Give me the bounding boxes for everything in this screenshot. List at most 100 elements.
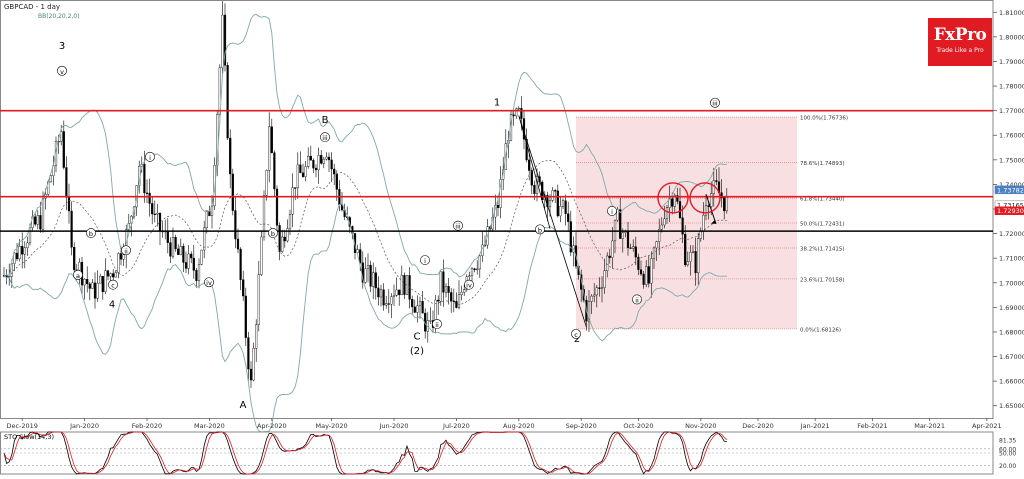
forecast-arrow: [705, 194, 717, 224]
candle-body: [673, 195, 676, 207]
candle-body: [39, 215, 42, 230]
price-highlight-label: 1.72930: [997, 207, 1024, 215]
candle-body: [439, 271, 442, 302]
candle-body: [528, 159, 531, 171]
candle-body: [616, 209, 619, 221]
candle-body: [413, 306, 416, 313]
candle-body: [153, 213, 156, 215]
candle-body: [444, 285, 448, 293]
candle-body: [281, 236, 284, 252]
wave-label: b: [89, 230, 93, 238]
candle-body: [704, 205, 708, 216]
candle-body: [395, 289, 398, 296]
candle-body: [67, 197, 71, 212]
wave-label: iv: [206, 279, 212, 287]
candle-body: [70, 210, 73, 248]
wave-label: ii: [635, 296, 639, 304]
candle-body: [533, 184, 536, 194]
candle-body: [314, 167, 318, 171]
logo-brand: FxPro: [933, 25, 987, 45]
candle-body: [512, 114, 515, 117]
fib-level-label: 23.6%(1.70158): [800, 277, 845, 283]
candle-body: [145, 192, 149, 194]
candle-body: [476, 268, 479, 271]
candle-body: [637, 256, 640, 270]
candle-body: [686, 261, 689, 266]
candle-body: [151, 203, 154, 215]
candle-body: [169, 242, 172, 257]
candle-body: [366, 264, 370, 269]
candle-body: [658, 228, 661, 242]
candle-body: [372, 272, 375, 287]
candle-body: [702, 214, 705, 232]
candle-body: [286, 228, 289, 242]
wave-label: b: [538, 226, 542, 234]
wave-label: ii: [124, 247, 128, 255]
y-axis-tick-label: 1.77000: [999, 107, 1024, 115]
candle-body: [270, 126, 273, 153]
candle-body: [642, 273, 645, 285]
wave-label: i: [424, 257, 426, 265]
candle-body: [231, 173, 234, 211]
candle-body: [364, 268, 367, 283]
resistance-test-circle: [689, 182, 721, 214]
stochastic-d-line: [3, 431, 728, 475]
candle-body: [447, 285, 450, 293]
candle-body: [119, 253, 123, 260]
candle-body: [634, 246, 637, 258]
forecast-arrowhead: [711, 219, 716, 224]
candle-body: [515, 108, 518, 117]
x-axis-tick-label: Mar-2020: [194, 422, 225, 430]
wave-label-circle: [57, 65, 67, 76]
y-axis-tick-label: 1.75000: [999, 156, 1024, 164]
wave-label: B: [322, 115, 329, 126]
candle-body: [278, 225, 281, 252]
candle-body: [166, 230, 169, 243]
candle-body: [452, 300, 455, 302]
candle-body: [530, 170, 533, 186]
y-axis-tick-label: 1.79000: [999, 58, 1024, 66]
y-axis-tick-label: 1.70000: [999, 279, 1024, 287]
candle-body: [671, 198, 674, 207]
candle-body: [470, 268, 474, 276]
x-axis-tick-label: Aug-2020: [503, 422, 535, 430]
price-highlight-box: [994, 185, 1024, 195]
wave-label-circle: [86, 228, 96, 238]
x-axis-tick-label: Sep-2020: [566, 422, 597, 430]
oscillator-name: STO Slow(14,3): [4, 433, 54, 441]
wave-label: c: [111, 282, 115, 290]
candle-body: [379, 289, 383, 298]
candle-body: [23, 247, 26, 255]
candle-body: [460, 291, 463, 295]
candle-body: [200, 249, 203, 265]
wave-label: iv: [466, 282, 472, 290]
candle-body: [88, 283, 91, 289]
candle-body: [715, 180, 718, 182]
candle-body: [234, 210, 237, 240]
candle-body: [694, 251, 697, 274]
candle-body: [569, 221, 572, 253]
wave-label: iii: [455, 223, 461, 231]
candle-body: [697, 238, 700, 274]
candle-body: [291, 187, 294, 215]
wave-label: iii: [322, 134, 328, 142]
candle-body: [65, 167, 68, 198]
candle-body: [689, 252, 692, 262]
candle-body: [556, 190, 559, 217]
wave-label-circle: [432, 319, 442, 329]
wave-label: 1: [494, 98, 500, 109]
candle-body: [260, 236, 263, 275]
fib-level-label: 38.2%(1.71415): [800, 246, 845, 252]
wave-label-circle: [420, 255, 430, 265]
candle-body: [15, 252, 19, 260]
candle-body: [36, 215, 39, 225]
candle-body: [83, 279, 86, 286]
candle-body: [437, 299, 440, 302]
candle-body: [192, 257, 195, 271]
wave-label-circle: [121, 245, 131, 256]
oscillator-tick-label: 81.35: [999, 437, 1016, 444]
candle-body: [156, 213, 159, 215]
candle-body: [710, 193, 713, 207]
candle-body: [340, 204, 344, 211]
